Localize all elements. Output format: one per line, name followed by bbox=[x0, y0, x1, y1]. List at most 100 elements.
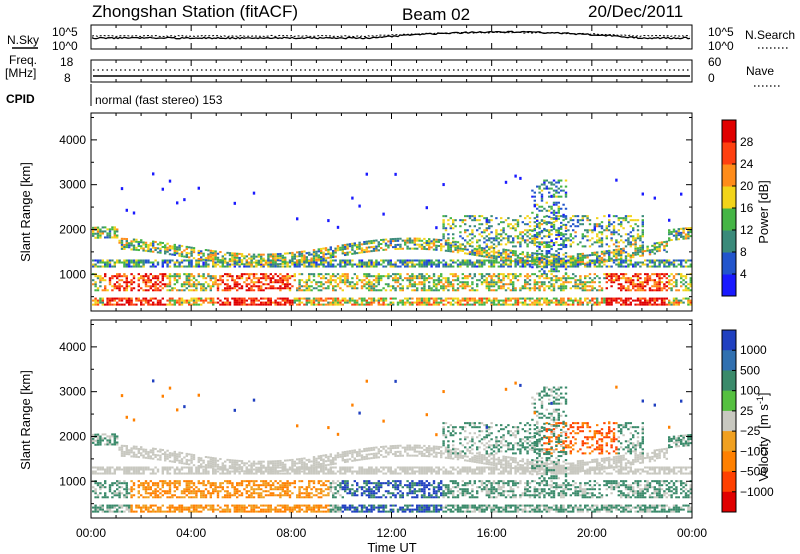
power-cell bbox=[176, 259, 179, 262]
power-cell bbox=[684, 235, 688, 238]
power-cell bbox=[485, 223, 488, 226]
power-cell bbox=[274, 301, 277, 304]
power-cell bbox=[135, 238, 138, 241]
power-cell bbox=[555, 250, 558, 253]
power-cell bbox=[406, 239, 409, 242]
power-cell bbox=[444, 215, 448, 218]
velocity-cell bbox=[125, 490, 128, 493]
power-cell bbox=[437, 279, 440, 282]
power-cell bbox=[447, 223, 450, 226]
power-cell bbox=[370, 263, 373, 266]
power-cell bbox=[111, 303, 114, 306]
power-cell bbox=[495, 217, 498, 220]
power-cell bbox=[502, 227, 505, 230]
power-cell bbox=[231, 254, 234, 257]
power-cell bbox=[531, 262, 534, 265]
power-cell bbox=[579, 287, 582, 290]
power-cell bbox=[219, 251, 222, 254]
power-cell bbox=[620, 254, 623, 257]
power-cell bbox=[358, 251, 361, 254]
power-cell bbox=[394, 265, 397, 268]
power-cell bbox=[375, 275, 378, 278]
power-cell bbox=[423, 279, 426, 282]
power-cell bbox=[308, 253, 311, 256]
power-cell bbox=[536, 287, 539, 290]
power-cell bbox=[452, 283, 455, 286]
power-cell bbox=[200, 259, 203, 262]
power-cell bbox=[437, 238, 440, 241]
power-cell bbox=[550, 253, 553, 256]
power-cell bbox=[240, 275, 244, 278]
velocity-cell bbox=[135, 504, 138, 507]
velocity-cell bbox=[149, 468, 152, 471]
power-cell bbox=[317, 273, 320, 276]
power-cell bbox=[240, 261, 244, 264]
power-cell bbox=[459, 299, 462, 302]
power-cell bbox=[176, 248, 179, 251]
power-cell bbox=[363, 297, 366, 300]
power-cell bbox=[432, 248, 436, 251]
power-cell bbox=[641, 229, 644, 232]
power-cell bbox=[125, 242, 128, 245]
power-cell bbox=[317, 256, 320, 259]
power-cell bbox=[137, 273, 140, 276]
power-cell bbox=[430, 240, 433, 243]
power-cell bbox=[533, 301, 536, 304]
power-cell bbox=[406, 285, 409, 288]
power-cell bbox=[111, 226, 114, 229]
power-cell bbox=[507, 239, 510, 242]
power-cell bbox=[200, 256, 203, 259]
power-cell bbox=[516, 219, 520, 222]
power-cell bbox=[185, 277, 188, 280]
power-cell bbox=[490, 279, 493, 282]
power-cell bbox=[581, 303, 584, 306]
power-cell bbox=[260, 255, 263, 258]
velocity-cell bbox=[94, 482, 97, 485]
power-cell bbox=[612, 249, 616, 252]
power-cell bbox=[557, 187, 560, 190]
power-cell bbox=[490, 237, 493, 240]
power-cell bbox=[538, 227, 541, 230]
power-cell bbox=[226, 301, 229, 304]
power-cell bbox=[521, 287, 524, 290]
power-cell bbox=[341, 261, 344, 264]
power-cell bbox=[495, 233, 498, 236]
velocity-cell bbox=[104, 437, 107, 440]
power-cell bbox=[180, 261, 184, 264]
power-cell bbox=[620, 265, 623, 268]
velocity-cell bbox=[137, 486, 140, 489]
velocity-cell bbox=[128, 451, 131, 454]
power-cell bbox=[185, 287, 188, 290]
power-cell bbox=[579, 279, 582, 282]
power-cell bbox=[185, 265, 188, 268]
power-cell bbox=[605, 265, 608, 268]
power-cell bbox=[346, 253, 349, 256]
power-cell bbox=[267, 275, 270, 278]
power-cell bbox=[519, 243, 522, 246]
power-cell bbox=[233, 260, 236, 263]
power-cell bbox=[344, 281, 347, 284]
power-cell bbox=[653, 289, 656, 292]
power-cell bbox=[406, 247, 409, 250]
power-cell bbox=[125, 285, 128, 288]
power-cell bbox=[596, 275, 599, 278]
power-cell bbox=[392, 279, 395, 282]
velocity-cell bbox=[108, 468, 112, 471]
power-cell bbox=[538, 287, 541, 290]
power-cell bbox=[382, 287, 385, 290]
power-cell bbox=[540, 223, 544, 226]
power-cell bbox=[672, 299, 676, 302]
power-cell bbox=[437, 244, 440, 247]
power-cell bbox=[101, 299, 104, 302]
velocity-cell bbox=[130, 510, 133, 513]
power-cell bbox=[615, 277, 618, 280]
power-cell bbox=[396, 273, 400, 276]
power-cell bbox=[615, 250, 618, 253]
power-cell bbox=[99, 261, 102, 264]
power-cell bbox=[106, 301, 109, 304]
velocity-cell bbox=[101, 433, 104, 436]
power-cell bbox=[298, 253, 301, 256]
power-cell bbox=[300, 289, 304, 292]
power-cell bbox=[159, 303, 162, 306]
power-cell bbox=[125, 246, 128, 249]
